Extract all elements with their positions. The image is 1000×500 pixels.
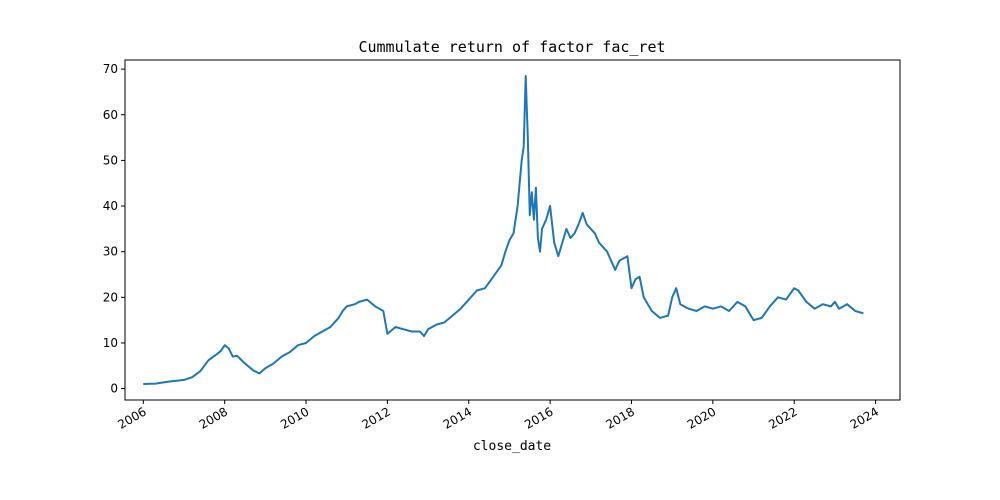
y-tick-label: 70: [103, 62, 118, 76]
y-axis-ticks: 0 10 20 30 40 50 60 70: [103, 62, 125, 396]
y-tick-label: 30: [103, 245, 118, 259]
x-tick-label: 2018: [604, 404, 637, 431]
series-line: [143, 75, 864, 385]
x-axis-ticks: 2006 2008 2010 2012 2014 2016 2018 2020 2022 2024: [115, 400, 881, 432]
x-tick-label: 2006: [115, 404, 148, 431]
y-tick-label: 40: [103, 199, 118, 213]
x-tick-label: 2016: [522, 404, 555, 431]
y-tick-label: 20: [103, 290, 118, 304]
x-tick-label: 2020: [685, 404, 718, 431]
x-tick-label: 2024: [848, 404, 881, 431]
x-tick-label: 2008: [197, 404, 230, 431]
plot-frame: [124, 59, 901, 401]
x-tick-label: 2014: [441, 404, 474, 431]
y-tick-label: 0: [110, 382, 118, 396]
x-axis-label: close_date: [473, 439, 551, 454]
x-tick-label: 2010: [278, 404, 311, 431]
x-tick-label: 2022: [766, 404, 799, 431]
y-tick-label: 10: [103, 336, 118, 350]
x-tick-label: 2012: [359, 404, 392, 431]
y-tick-label: 60: [103, 108, 118, 122]
y-tick-label: 50: [103, 153, 118, 167]
chart-title: Cummulate return of factor fac_ret: [358, 38, 665, 56]
